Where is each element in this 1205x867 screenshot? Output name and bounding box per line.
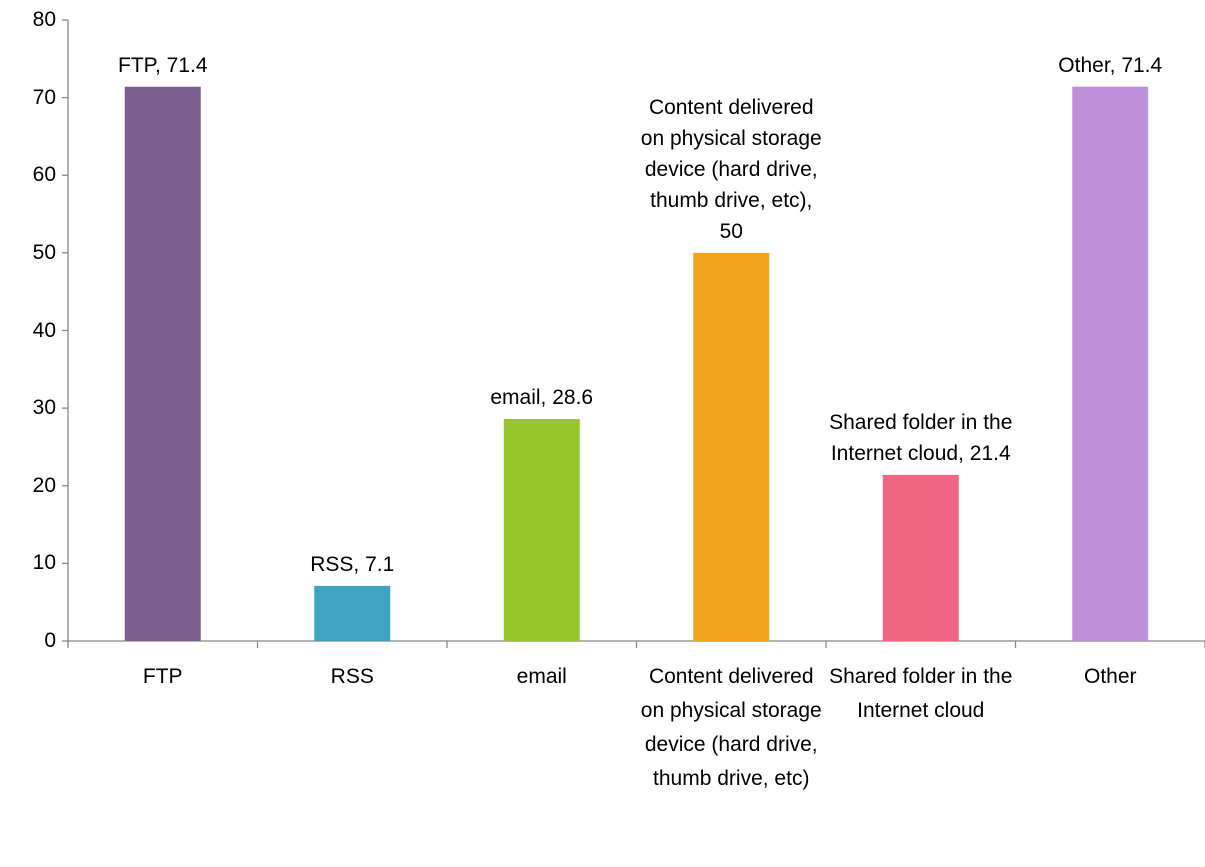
bar xyxy=(693,252,770,641)
data-label: RSS, 7.1 xyxy=(310,552,395,576)
x-tick-label: Shared folder in the Internet cloud xyxy=(829,665,1013,722)
y-tick-label: 60 xyxy=(32,163,56,187)
y-tick-label: 0 xyxy=(44,629,56,652)
y-tick-label: 20 xyxy=(32,473,56,497)
data-label: Shared folder in the Internet cloud, 21.… xyxy=(829,410,1013,465)
y-tick-label: 30 xyxy=(32,396,56,420)
data-label: Other, 71.4 xyxy=(1058,53,1163,77)
bar xyxy=(314,585,391,641)
bar xyxy=(882,474,959,641)
data-label: Content delivered on physical storage de… xyxy=(640,95,822,243)
bar xyxy=(124,86,201,641)
x-tick-label: RSS xyxy=(330,665,374,688)
x-tick-label: email xyxy=(516,665,567,688)
bar xyxy=(1072,86,1149,641)
x-tick-label: Other xyxy=(1083,665,1137,688)
x-tick-label: FTP xyxy=(142,665,183,688)
x-tick-label: Content delivered on physical storage de… xyxy=(640,665,822,790)
data-label: FTP, 71.4 xyxy=(118,53,208,77)
y-tick-label: 40 xyxy=(32,318,56,342)
data-label: email, 28.6 xyxy=(490,386,594,409)
y-tick-label: 80 xyxy=(32,8,56,31)
y-tick-label: 10 xyxy=(32,551,56,575)
bar xyxy=(503,418,580,641)
y-tick-label: 70 xyxy=(32,85,56,109)
y-tick-label: 50 xyxy=(32,240,56,264)
